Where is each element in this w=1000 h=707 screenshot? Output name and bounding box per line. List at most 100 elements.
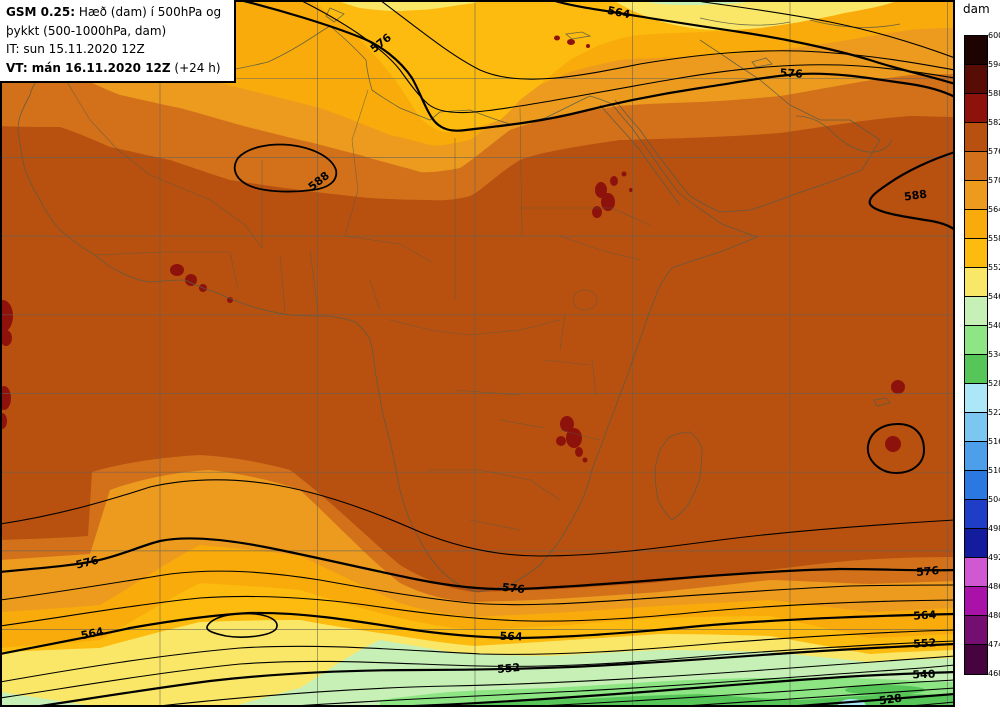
thickness-blob-582-588 — [185, 274, 197, 286]
thickness-blob-582-588 — [0, 300, 13, 332]
madagascar-coastline — [654, 431, 703, 521]
contour-closed-indian-ocean — [866, 422, 926, 475]
contour-544-south — [279, 664, 955, 707]
thickness-blob-582-588 — [566, 428, 582, 448]
contour-556-south — [0, 640, 955, 699]
contour-560-north — [689, 0, 955, 59]
colorbar-segment — [965, 529, 987, 558]
contour-height-label-576: 576 — [74, 553, 100, 571]
colorbar-tick-label: 492 — [988, 553, 1000, 562]
colorbar-tick-label: 534 — [988, 350, 1000, 359]
height-contours — [0, 0, 955, 707]
thickness-blob-582-588 — [0, 330, 12, 346]
colorbar-tick-label: 564 — [988, 205, 1000, 214]
colorbar-tick-label: 474 — [988, 640, 1000, 649]
contour-572-north — [299, 0, 955, 114]
colorbar-segment — [965, 123, 987, 152]
contour-564-north — [551, 0, 955, 86]
contour-576-south — [0, 537, 955, 591]
map-area: 576 564 576 588 588 576 564 576 564 552 576 564 552 5… — [0, 0, 955, 707]
init-time: IT: sun 15.11.2020 12Z — [6, 42, 145, 57]
crete-outline — [565, 31, 592, 40]
thickness-blob-582-588 — [582, 457, 588, 463]
contour-height-label-552: 552 — [497, 661, 521, 676]
contour-568-south — [0, 595, 955, 627]
colorbar-tick-label: 594 — [988, 60, 1000, 69]
colorbar-segment — [965, 645, 987, 674]
thickness-blob-582-588 — [610, 176, 618, 186]
colorbar-tick-label: 468 — [988, 669, 1000, 678]
title-box: GSM 0.25: Hæð (dam) í 500hPa og þykkt (5… — [0, 0, 236, 84]
colorbar-segment — [965, 210, 987, 239]
central-east-borders — [389, 207, 651, 396]
colorbar-tick-label: 576 — [988, 147, 1000, 156]
colorbar-segment — [965, 36, 987, 65]
fill-green-streak — [845, 685, 925, 695]
colorbar-tick-label: 510 — [988, 466, 1000, 475]
contour-564-south — [0, 611, 955, 656]
contour-580-south — [0, 479, 955, 557]
colorbar-segment — [965, 239, 987, 268]
colorbar-tick-label: 504 — [988, 495, 1000, 504]
valid-time: VT: mán 16.11.2020 12Z (+24 h) — [6, 59, 228, 78]
fill-north-546-552-sliver — [335, 0, 480, 11]
contour-576-north — [239, 0, 955, 132]
thickness-blob-582-588 — [575, 447, 583, 457]
title-line-1: GSM 0.25: Hæð (dam) í 500hPa og — [6, 3, 228, 22]
sicily-outline — [325, 7, 345, 23]
contour-588-east — [868, 150, 955, 231]
southern-borders — [428, 359, 601, 531]
red-sea-east-shore — [599, 104, 681, 206]
contour-height-label-576: 576 — [501, 581, 526, 596]
colorbar-segment — [965, 471, 987, 500]
thickness-blob-582-588 — [621, 171, 627, 177]
title-line-1-rest: Hæð (dam) í 500hPa og — [75, 5, 222, 19]
contour-572-south — [0, 570, 955, 606]
colorbar-segment — [965, 326, 987, 355]
colorbar-segment — [965, 413, 987, 442]
colorbar-swatches — [964, 35, 988, 675]
colorbar-tick-label: 528 — [988, 379, 1000, 388]
gsm-500hpa-map: 5765645765885885765645765645525765645525… — [0, 0, 955, 707]
colorbar-panel: dam 600 594 588 582 576 570 564 558 552 546 540 534… — [955, 0, 1000, 707]
colorbar-segment — [965, 587, 987, 616]
contour-height-label-564: 564 — [499, 630, 523, 644]
colorbar-tick-label: 498 — [988, 524, 1000, 533]
thickness-blob-582-588 — [567, 39, 575, 45]
contour-height-label-576: 576 — [916, 564, 940, 579]
title-line-2: þykkt (500-1000hPa, dam) — [6, 23, 167, 38]
contour-height-label-588: 588 — [903, 187, 928, 203]
fill-north-552-558-mediterranean — [310, 0, 900, 132]
colorbar-tick-label: 540 — [988, 321, 1000, 330]
thickness-blob-582-588 — [885, 436, 901, 452]
colorbar-segment — [965, 384, 987, 413]
cyprus-outline — [751, 57, 773, 68]
thickness-blob-582-588 — [891, 380, 905, 394]
thickness-blob-582-588 — [601, 193, 615, 211]
colorbar-segment — [965, 355, 987, 384]
thickness-blob-582-588 — [592, 206, 602, 218]
colorbar-segment — [965, 616, 987, 645]
contour-560-south — [0, 629, 955, 683]
colorbar-segment — [965, 442, 987, 471]
contour-548-south — [149, 655, 955, 707]
colorbar-segment — [965, 152, 987, 181]
colorbar-segment — [965, 94, 987, 123]
colorbar-tick-label: 558 — [988, 234, 1000, 243]
sahara-borders — [54, 61, 612, 315]
contour-height-label-564: 564 — [913, 608, 937, 623]
colorbar-segment — [965, 181, 987, 210]
colorbar-tick-label: 516 — [988, 437, 1000, 446]
model-name: GSM 0.25: — [6, 5, 76, 19]
thickness-blob-582-588 — [554, 35, 560, 41]
contour-568-north — [379, 0, 955, 80]
colorbar-tick-label: 582 — [988, 118, 1000, 127]
colorbar-tick-label: 588 — [988, 89, 1000, 98]
colorbar-segment — [965, 500, 987, 529]
colorbar-segment — [965, 268, 987, 297]
valid-time-bold: VT: mán 16.11.2020 12Z — [6, 60, 171, 75]
thickness-blob-582-588 — [227, 297, 233, 303]
contour-height-label-540: 540 — [912, 668, 936, 682]
thickness-blob-582-588 — [560, 416, 574, 432]
